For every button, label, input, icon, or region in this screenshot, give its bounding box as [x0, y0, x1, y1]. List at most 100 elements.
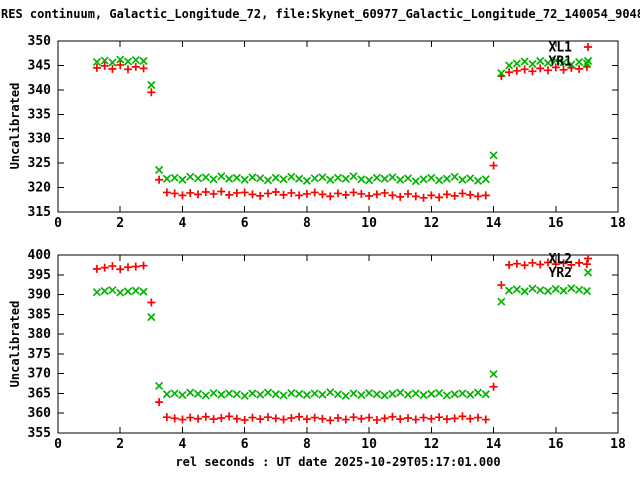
data-point-XL2 [365, 413, 374, 422]
data-point-YR1 [466, 174, 475, 183]
x-tick-label: 18 [610, 437, 626, 452]
legend-label-XL1: XL1 [549, 41, 573, 56]
data-point-XL1 [116, 60, 125, 69]
data-point-YR2 [256, 390, 265, 399]
data-point-XL1 [419, 193, 428, 202]
data-point-XL2 [544, 258, 552, 267]
data-point-XL1 [380, 188, 389, 197]
data-point-YR1 [372, 173, 381, 182]
data-point-XL2 [349, 413, 358, 422]
data-point-YR2 [551, 284, 560, 294]
data-point-YR2 [232, 390, 241, 399]
data-point-YR1 [131, 55, 140, 65]
data-point-XL1 [217, 187, 226, 196]
data-point-YR2 [435, 388, 444, 398]
data-point-YR2 [155, 381, 164, 391]
y-tick-label: 380 [28, 327, 52, 342]
data-point-YR1 [248, 173, 257, 182]
data-point-YR2 [528, 284, 537, 293]
data-point-YR1 [427, 173, 436, 182]
data-point-YR1 [411, 177, 420, 186]
legend-marker-YR2 [583, 268, 593, 277]
data-point-XL2 [575, 258, 584, 267]
data-point-YR2 [567, 284, 576, 293]
data-point-YR2 [333, 390, 343, 399]
plot-title: RES continuum, Galactic_Longitude_72, fi… [1, 7, 640, 21]
data-point-XL1 [155, 175, 164, 184]
data-point-XL1 [536, 64, 545, 73]
x-tick-label: 14 [486, 216, 502, 231]
data-point-YR2 [178, 390, 187, 400]
data-point-XL2 [139, 261, 148, 270]
data-point-XL2 [147, 298, 156, 307]
plot-border [57, 40, 619, 213]
data-point-XL2 [124, 263, 132, 272]
data-point-YR1 [473, 176, 483, 185]
data-point-XL2 [295, 412, 304, 421]
data-point-YR1 [380, 174, 389, 183]
data-point-XL2 [357, 414, 366, 423]
data-point-XL1 [520, 65, 529, 74]
data-point-YR2 [302, 390, 311, 400]
data-point-XL1 [256, 191, 265, 200]
data-point-YR2 [310, 389, 319, 398]
data-point-YR1 [403, 174, 413, 183]
data-point-XL2 [559, 259, 568, 268]
data-point-XL2 [458, 412, 467, 421]
data-point-YR1 [450, 172, 459, 181]
data-point-YR1 [520, 57, 529, 66]
data-point-YR2 [108, 286, 117, 295]
data-point-YR2 [520, 287, 529, 296]
data-point-XL2 [264, 413, 272, 422]
data-point-YR2 [349, 389, 358, 398]
y-tick-label: 365 [28, 386, 51, 401]
y-tick-label: 370 [28, 367, 52, 382]
data-point-XL2 [225, 412, 234, 421]
data-point-XL1 [489, 161, 498, 170]
x-tick-label: 0 [54, 437, 62, 452]
data-point-YR2 [240, 391, 249, 400]
legend-label-XL2: XL2 [549, 252, 572, 267]
data-point-YR2 [100, 286, 109, 296]
data-point-XL1 [178, 191, 187, 200]
data-point-YR1 [92, 57, 101, 67]
x-tick-label: 6 [241, 216, 249, 231]
data-point-YR2 [559, 286, 568, 295]
data-point-YR1 [435, 176, 444, 185]
data-point-YR1 [201, 173, 210, 182]
x-tick-label: 4 [179, 437, 187, 452]
data-point-XL2 [217, 413, 226, 422]
data-point-YR2 [209, 388, 218, 398]
data-point-YR2 [287, 388, 296, 398]
data-point-YR1 [419, 175, 428, 184]
data-point-YR1 [505, 61, 514, 70]
data-point-XL2 [232, 414, 241, 423]
data-point-XL1 [295, 191, 304, 200]
data-point-YR2 [466, 390, 475, 399]
data-point-XL2 [567, 260, 576, 269]
data-point-XL1 [310, 188, 319, 197]
data-point-XL2 [505, 260, 514, 269]
data-point-YR1 [341, 174, 350, 183]
data-point-XL2 [186, 413, 195, 422]
data-point-XL1 [458, 189, 467, 198]
data-point-YR1 [263, 176, 273, 185]
data-point-XL1 [131, 62, 140, 71]
data-point-YR1 [357, 175, 366, 184]
data-point-XL1 [435, 193, 444, 202]
data-point-YR2 [575, 285, 584, 294]
y-tick-label: 400 [28, 248, 52, 263]
data-point-YR1 [162, 174, 171, 183]
data-point-YR2 [193, 389, 203, 398]
data-point-YR2 [458, 389, 467, 398]
data-point-XL2 [388, 412, 397, 421]
data-point-YR2 [403, 390, 413, 399]
data-point-YR2 [295, 389, 304, 398]
data-point-YR1 [123, 57, 133, 66]
data-point-XL2 [256, 415, 265, 424]
data-point-XL2 [512, 259, 521, 268]
y-tick-label: 395 [28, 268, 51, 283]
data-point-XL2 [287, 413, 296, 422]
data-point-XL1 [170, 189, 179, 198]
x-tick-label: 8 [303, 437, 311, 452]
